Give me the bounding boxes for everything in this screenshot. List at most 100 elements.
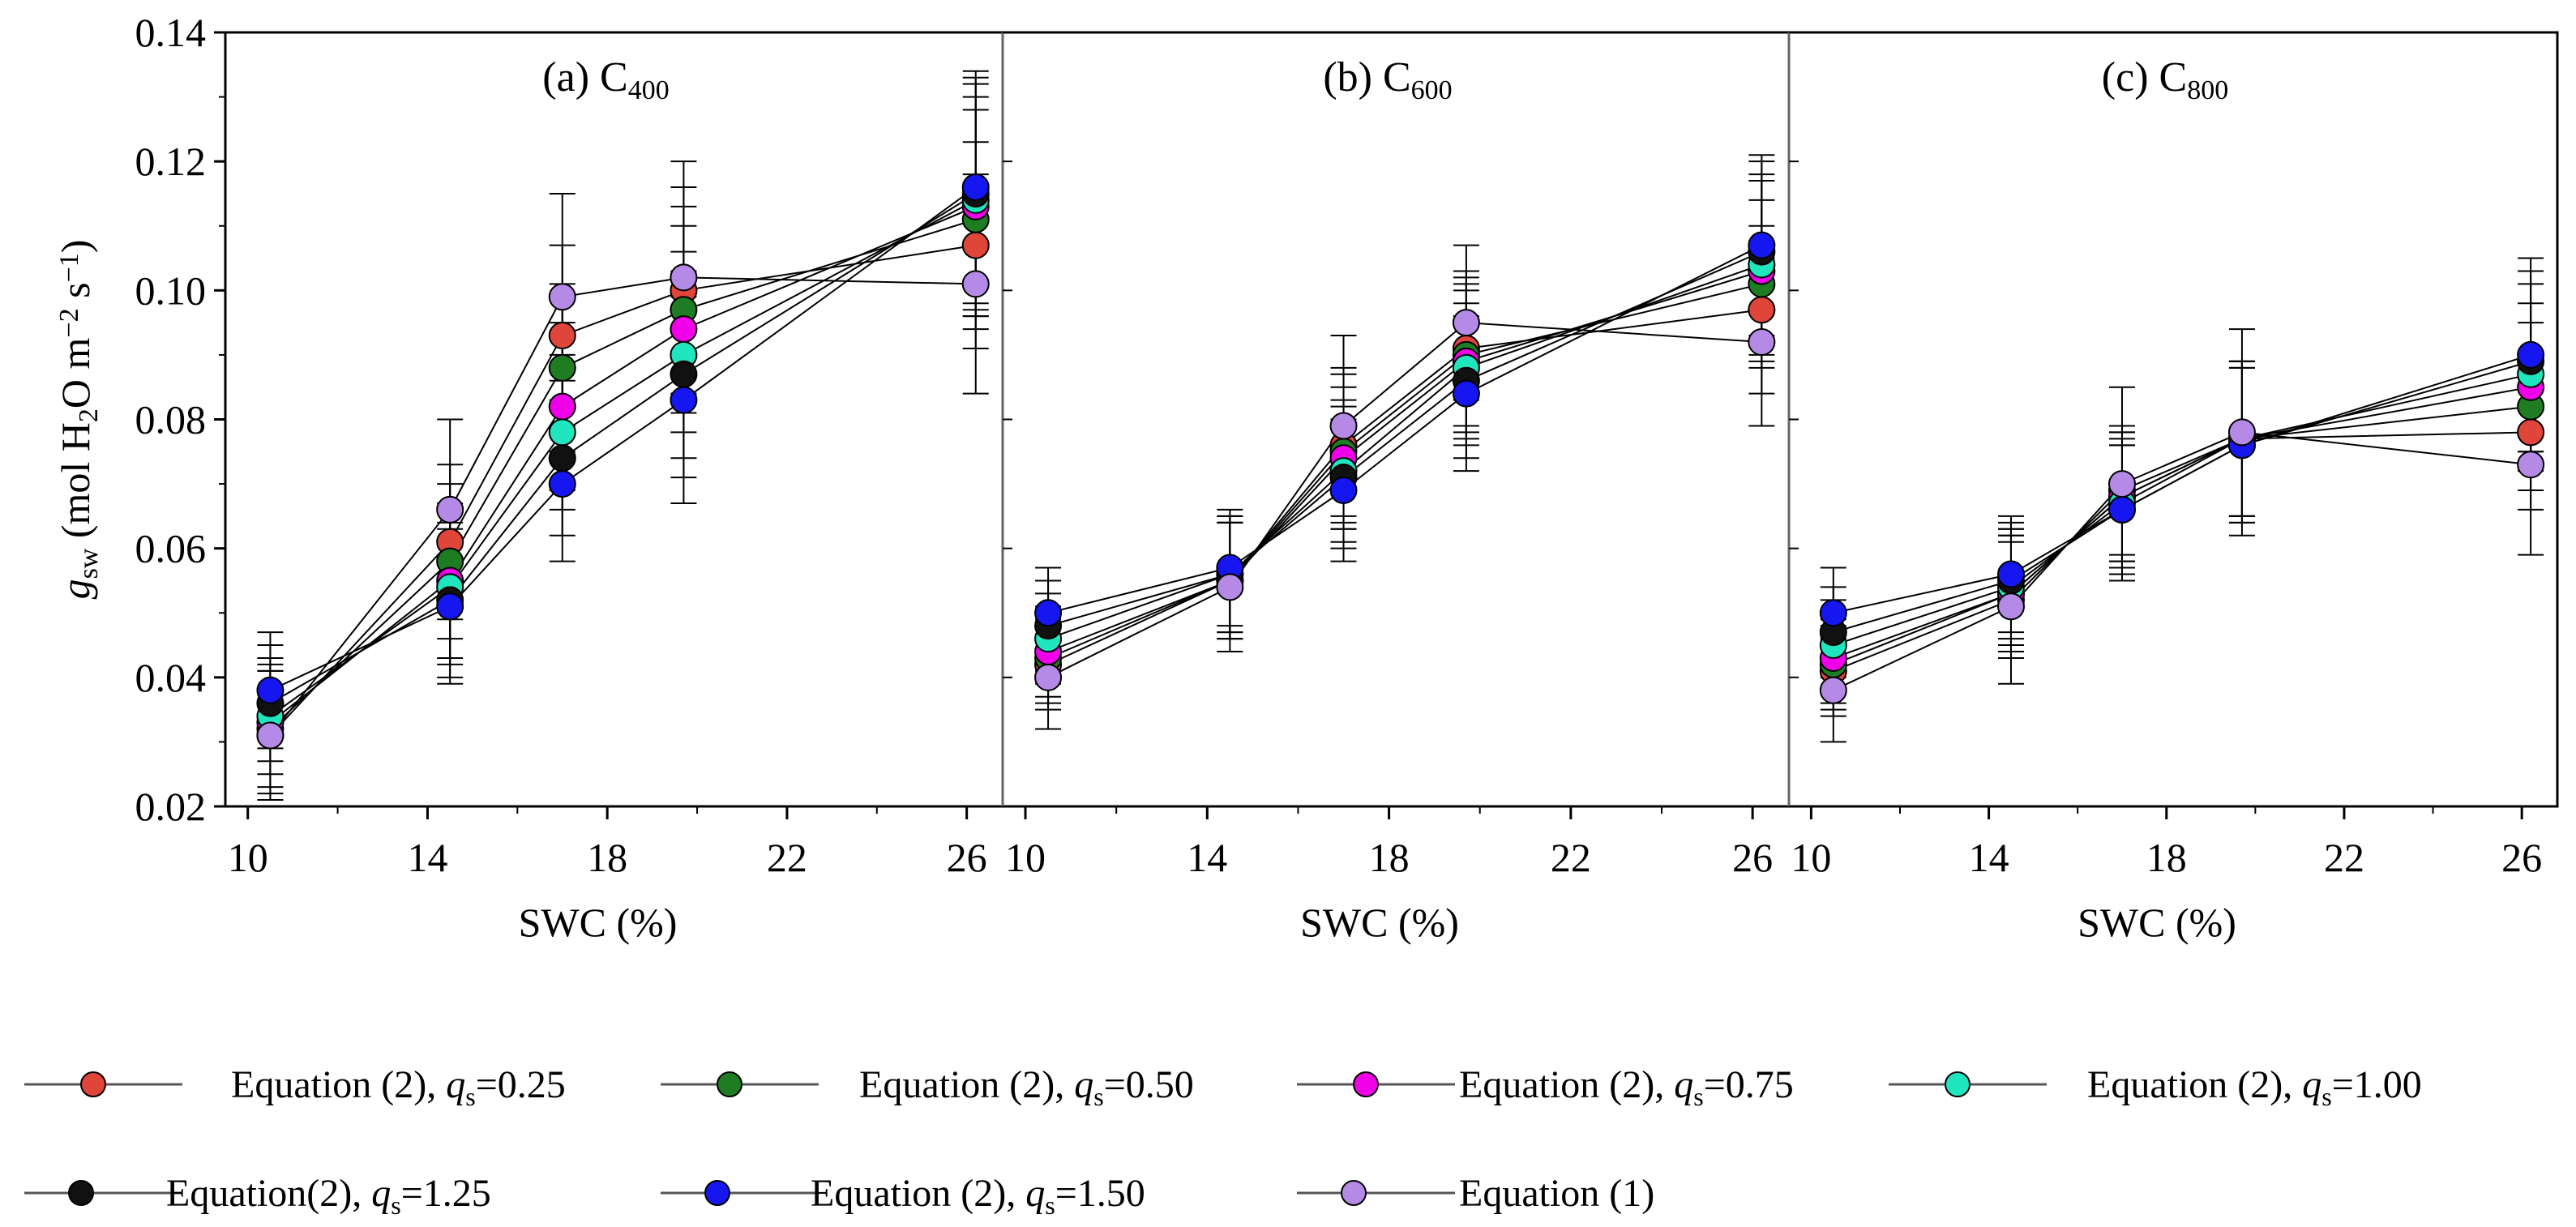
x-tick-label: 14 [407,835,447,880]
legend-label-eq1: Equation (1) [1459,1172,1654,1215]
y-tick-label: 0.14 [135,10,207,55]
x-tick-label: 14 [1187,835,1227,880]
legend-label-tail: =0.50 [1104,1063,1194,1106]
legend-label-q: q [371,1172,391,1215]
y-axis-title: gsw (mol H2O m−2 s−1) [53,240,104,600]
y-axis-unit: (mol H [53,422,98,549]
series-line-q050 [269,218,976,730]
legend-label-q125: Equation(2), qs=1.25 [166,1172,491,1220]
legend-marker-eq1 [1341,1180,1367,1206]
data-point-eq1 [2107,470,2136,498]
series-line-q150 [269,186,977,691]
legend-label-text: Equation (2), [859,1063,1074,1106]
data-point-q150 [2107,495,2136,524]
x-tick-label: 18 [587,835,627,880]
series-line-q075 [1833,386,2531,659]
data-point-eq1 [256,721,285,750]
y-axis-unit: s [53,282,98,308]
panel-title-subscript: 800 [2187,75,2228,105]
legend-label-q: q [1074,1063,1093,1106]
legend-label-sub: s [2321,1082,2331,1111]
data-point-q075 [670,315,698,344]
x-tick-label: 22 [767,835,807,880]
data-point-q150 [1034,599,1063,627]
series-line-q075 [269,205,977,724]
panel-title-text: (b) C [1323,54,1410,100]
legend-label-q025: Equation (2), qs=0.25 [231,1063,566,1111]
x-tick-label: 14 [1969,835,2009,880]
data-point-q150 [548,470,576,498]
panel-title: (b) C600 [1323,54,1452,105]
y-axis-unit-sub: 2 [74,408,104,422]
panel-title-text: (c) C [2102,54,2187,100]
legend-marker-q125 [68,1180,94,1206]
axis-titles: SWC (%) SWC (%) SWC (%) gsw (mol H2O m−2 s−… [53,240,2236,945]
data-point-q150 [670,386,698,414]
axes-layer: 0.02 0.04 0.06 0.08 0.10 0.12 0.14 10 14 18 22 26 10… [135,10,2543,880]
legend-marker-q075 [1353,1071,1379,1097]
data-point-eq1 [961,270,990,298]
legend-label-tail: =0.75 [1704,1063,1794,1106]
data-point-eq1 [2227,418,2256,447]
x-tick-label: 26 [1732,835,1773,880]
series-layer [256,70,2545,802]
series-line-q100 [1047,263,1762,640]
data-point-q025 [548,322,576,350]
legend-label-tail: =1.00 [2332,1063,2422,1106]
data-point-eq1 [670,263,698,292]
data-point-q150 [256,676,285,704]
legend-label-text: Equation (1) [1459,1172,1654,1215]
y-axis-unit: ) [53,240,98,254]
legend-label-q050: Equation (2), qs=0.50 [859,1063,1194,1111]
data-point-eq1 [1748,328,1776,356]
data-point-q150 [1748,231,1776,259]
series-line-q050 [1047,283,1762,659]
legend-label-text: Equation (2), [1459,1063,1674,1106]
data-point-q150 [1996,560,2025,588]
legend-marker-q150 [704,1180,730,1206]
legend-label-sub: s [1045,1191,1055,1220]
y-tick-label: 0.12 [135,139,207,184]
x-axis-title: SWC (%) [2077,900,2236,945]
panel-title: (c) C800 [2102,54,2228,105]
y-tick-label: 0.08 [135,397,207,442]
data-point-eq1 [1819,676,1847,704]
data-point-q075 [548,392,576,421]
data-point-q150 [1819,599,1847,627]
data-point-q125 [670,360,698,388]
legend-label-sub: s [465,1082,475,1111]
x-tick-label: 18 [1369,835,1410,880]
data-point-q150 [1329,477,1358,505]
series-line-q050 [1833,405,2531,665]
panel-title-subscript: 600 [1411,75,1453,105]
data-point-q025 [961,231,990,259]
data-point-q125 [548,444,576,472]
x-axis-title: SWC (%) [519,900,678,945]
legend-label-q: q [1025,1172,1045,1215]
legend-label-text: Equation (2), [231,1063,446,1106]
legend-label-text: Equation(2), [166,1172,371,1215]
y-tick-label: 0.06 [135,526,207,571]
x-tick-label: 18 [2146,835,2187,880]
legend-label-q075: Equation (2), qs=0.75 [1459,1063,1794,1111]
x-tick-label: 26 [2501,835,2542,880]
data-point-eq1 [1996,592,2025,621]
y-axis-unit-exp: −2 [54,308,84,337]
legend-label-text: Equation (2), [811,1172,1025,1215]
legend-label-text: Equation (2), [2087,1063,2302,1106]
series-line-q125 [1833,360,2531,634]
legend: Equation (2), qs=0.25 Equation (2), qs=0.… [24,1063,2422,1220]
y-axis-symbol-sub: sw [74,548,104,579]
legend-marker-q050 [717,1071,742,1097]
data-point-q150 [961,173,990,201]
legend-label-sub: s [1693,1082,1703,1111]
series-line-eq1 [1047,322,1762,678]
legend-label-tail: =1.50 [1055,1172,1145,1215]
data-point-eq1 [2517,451,2545,479]
series-line-q025 [269,244,976,737]
data-point-eq1 [436,495,464,524]
data-point-q150 [1452,379,1480,408]
y-axis-unit-exp: −1 [54,253,84,282]
data-point-eq1 [1216,573,1244,601]
x-tick-label: 22 [2324,835,2364,880]
